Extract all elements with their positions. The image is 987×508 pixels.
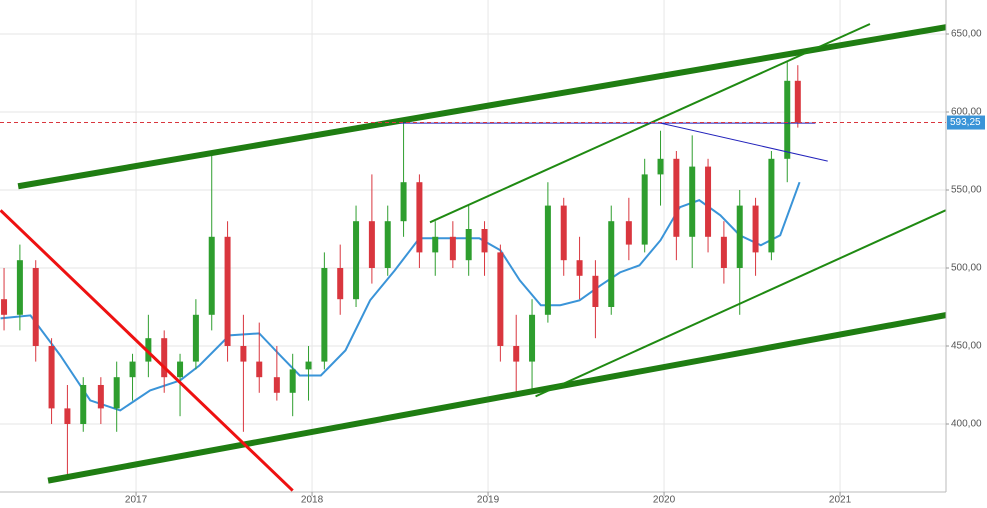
trendline xyxy=(660,122,828,162)
price-label: 593,25 xyxy=(950,117,981,128)
y-tick-label: 650,00 xyxy=(951,29,982,40)
x-tick-label: 2017 xyxy=(125,495,148,506)
candle-body xyxy=(784,80,791,159)
candle-body xyxy=(416,182,423,253)
candle-body xyxy=(689,166,696,237)
candle-body xyxy=(576,260,583,276)
candle-body xyxy=(145,338,152,362)
candle-body xyxy=(657,158,664,175)
candle-body xyxy=(384,221,391,268)
candle-body xyxy=(64,408,71,424)
x-tick-label: 2018 xyxy=(301,495,324,506)
candle-body xyxy=(353,221,360,300)
candle-body xyxy=(32,267,39,346)
candle-body xyxy=(768,158,775,253)
candle-body xyxy=(432,236,439,253)
candle-body xyxy=(641,174,648,245)
candle-body xyxy=(321,267,328,362)
moving-average xyxy=(0,181,801,412)
candle-body xyxy=(273,377,280,393)
x-tick-label: 2021 xyxy=(829,495,852,506)
candle-body xyxy=(192,314,199,362)
price-badge xyxy=(947,115,985,130)
candle-body xyxy=(513,345,520,362)
candle-body xyxy=(752,205,759,253)
candle-body xyxy=(673,158,680,237)
candle-body xyxy=(240,345,247,362)
y-tick-label: 550,00 xyxy=(951,185,982,196)
candle-body xyxy=(16,260,23,315)
trendline xyxy=(535,209,946,398)
candle-body xyxy=(224,236,231,346)
trendline xyxy=(0,209,294,492)
candle-body xyxy=(481,228,488,253)
candle-body xyxy=(129,361,136,378)
candle-body xyxy=(177,361,184,378)
axes: 400,00 450,00 500,00 550,00 600,00 650,00 2017… xyxy=(125,29,985,506)
candle-body xyxy=(80,384,87,424)
candle-body xyxy=(256,361,263,378)
candle-body xyxy=(161,338,168,378)
candle-body xyxy=(497,252,504,346)
candle-body xyxy=(305,361,312,370)
x-tick-label: 2019 xyxy=(477,495,500,506)
candle-body xyxy=(529,314,536,362)
candle-body xyxy=(736,205,743,268)
candle-body xyxy=(465,228,472,261)
candle-body xyxy=(289,369,296,393)
candle-body xyxy=(449,236,456,261)
candle-body xyxy=(794,80,801,123)
candle-body xyxy=(608,221,615,307)
trendline xyxy=(17,24,946,190)
candle-body xyxy=(337,267,344,300)
candle-body xyxy=(400,182,407,222)
y-tick-label: 600,00 xyxy=(951,107,982,118)
candle-body xyxy=(113,377,120,409)
candle-body xyxy=(720,236,727,268)
trendline xyxy=(47,311,946,484)
y-tick-label: 500,00 xyxy=(951,263,982,274)
grid xyxy=(0,0,946,492)
candle-body xyxy=(625,221,632,245)
candle-body xyxy=(592,275,599,307)
candle-body xyxy=(368,221,375,268)
candle-body xyxy=(1,299,8,315)
candle-body xyxy=(544,205,551,315)
x-tick-label: 2020 xyxy=(653,495,676,506)
candle-body xyxy=(560,205,567,261)
candle-body xyxy=(208,236,215,315)
y-tick-label: 450,00 xyxy=(951,341,982,352)
plot-area xyxy=(0,23,946,492)
candle-body xyxy=(48,345,55,409)
candle-body xyxy=(705,166,712,237)
y-tick-label: 400,00 xyxy=(951,419,982,430)
candle-body xyxy=(97,384,104,409)
